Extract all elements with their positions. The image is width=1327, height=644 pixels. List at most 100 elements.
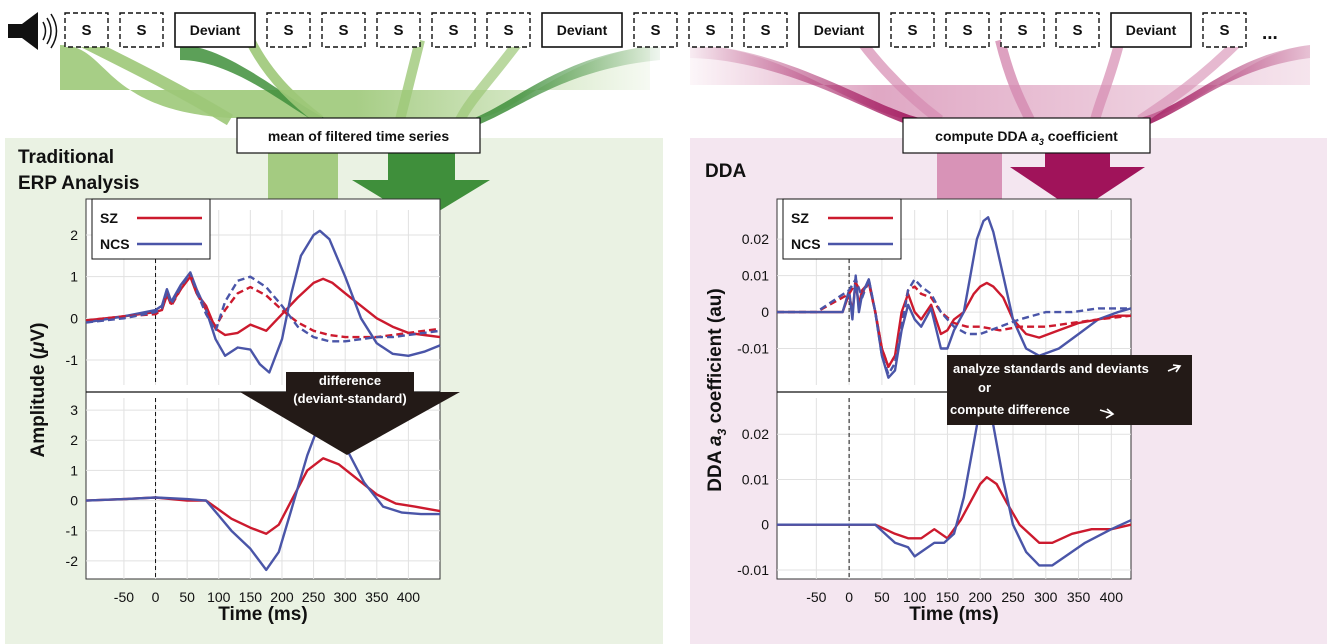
deviant-stimulus [1110, 12, 1192, 48]
legend-box [91, 198, 211, 260]
bottom-y-tick-label: 2 [70, 432, 78, 448]
stimulus-label: S [760, 22, 770, 39]
x-tick-label: 350 [1067, 589, 1091, 605]
x-tick-label: 350 [365, 589, 389, 605]
top-y-tick-label: -1 [66, 352, 79, 368]
top-y-tick-label: -0.01 [737, 341, 769, 357]
left-y-axis-label-part-1: Amplitude ( [28, 352, 49, 457]
x-tick-label: 50 [874, 589, 890, 605]
right-y-axis-label: DDA a3 coefficient (au) [705, 288, 729, 491]
deviant-stimulus [798, 12, 880, 48]
stimulus-label: S [393, 22, 403, 39]
bottom-y-tick-label: 0.01 [742, 471, 769, 487]
x-tick-label: 200 [969, 589, 993, 605]
stimulus-label: S [1072, 22, 1082, 39]
bottom-y-tick-label: 0 [70, 493, 78, 509]
x-tick-label: 200 [270, 589, 294, 605]
difference-label-line1: difference [319, 373, 381, 388]
x-tick-label: -50 [806, 589, 826, 605]
left-y-axis-label-mu: μ [28, 341, 49, 354]
flow-shapes [60, 34, 1310, 128]
analyze-line3: compute difference [950, 402, 1070, 417]
bottom-y-tick-label: -2 [66, 553, 79, 569]
dark-green-down-arrow [352, 153, 490, 222]
stimulus-label: S [503, 22, 513, 39]
x-tick-label: -50 [114, 589, 134, 605]
difference-label-box [286, 372, 414, 412]
stimulus-label: S [1219, 22, 1229, 39]
x-tick-label: 150 [239, 589, 263, 605]
standard-stimulus [119, 12, 164, 48]
mean-label-box [236, 117, 481, 154]
x-tick-label: 0 [845, 589, 853, 605]
difference-label-line2: (deviant-standard) [293, 391, 406, 406]
right-y-axis-label-part-1: DDA [705, 446, 726, 492]
analyze-line1: analyze standards and deviants [953, 361, 1149, 376]
traditional-title-line1: Traditional [18, 147, 114, 168]
bottom-y-tick-label: 1 [70, 462, 78, 478]
deviant-stimulus [541, 12, 623, 48]
x-tick-label: 300 [1034, 589, 1058, 605]
dda-label-italic-a: a [1031, 128, 1039, 144]
top-y-tick-label: 0 [70, 310, 78, 326]
stimulus-label: S [962, 22, 972, 39]
standard-stimulus [1202, 12, 1247, 48]
stimulus-label: S [283, 22, 293, 39]
standard-stimulus [486, 12, 531, 48]
top-series-sz-standard [777, 281, 1132, 368]
stimulus-label: Deviant [190, 22, 241, 38]
x-tick-label: 400 [1100, 589, 1124, 605]
stimulus-label: S [81, 22, 91, 39]
top-y-tick-label: 2 [70, 227, 78, 243]
stimulus-label: S [338, 22, 348, 39]
dark-magenta-down-arrow [1010, 153, 1145, 212]
standard-stimulus [743, 12, 788, 48]
top-y-tick-label: 1 [70, 269, 78, 285]
bottom-y-tick-label: -1 [66, 523, 79, 539]
dda-title: DDA [705, 161, 746, 182]
bottom-series-ncs [777, 401, 1132, 567]
dda-label-text: compute DDA a3 coefficient [935, 128, 1118, 147]
dda-label-part-1: compute DDA [935, 128, 1031, 144]
analyze-arrow-icon-1 [1167, 364, 1182, 373]
x-tick-label: 100 [903, 589, 927, 605]
stimulus-label: S [136, 22, 146, 39]
legend-box [782, 198, 902, 260]
sequence-ellipsis: ... [1262, 23, 1278, 44]
standard-stimulus [321, 12, 366, 48]
x-tick-label: 100 [207, 589, 231, 605]
bottom-y-tick-label: -0.01 [737, 562, 769, 578]
right-y-axis-label-italic-a: a [705, 435, 726, 446]
standard-stimulus [64, 12, 109, 48]
legend-label-sz: SZ [100, 210, 118, 226]
legend-label-sz: SZ [791, 210, 809, 226]
top-series-ncs-standard [85, 271, 441, 343]
dda-label-part-4: coefficient [1044, 128, 1118, 144]
right-x-axis-label: Time (ms) [909, 604, 998, 625]
x-tick-label: 0 [152, 589, 160, 605]
stimulus-label: S [1017, 22, 1027, 39]
analyze-arrow-icon-2 [1099, 408, 1115, 419]
top-y-tick-label: 0 [761, 304, 769, 320]
bottom-series-ncs [85, 420, 440, 572]
speaker-icon [8, 12, 58, 50]
x-tick-label: 300 [333, 589, 357, 605]
bottom-y-tick-label: 0 [761, 517, 769, 533]
stimulus-label: S [907, 22, 917, 39]
stimulus-label: Deviant [814, 22, 865, 38]
standard-stimulus [266, 12, 311, 48]
analyze-line2: or [978, 380, 991, 395]
left-y-axis-label: Amplitude (μV) [28, 323, 49, 458]
standard-stimulus [688, 12, 733, 48]
deviant-stimulus [174, 12, 256, 48]
bottom-series-sz [85, 457, 441, 535]
top-series-ncs-deviant [777, 216, 1132, 379]
standard-stimulus [376, 12, 421, 48]
stimulus-label: S [448, 22, 458, 39]
dda-label-box [902, 117, 1151, 154]
top-y-tick-label: 0.02 [742, 231, 769, 247]
standard-stimulus [431, 12, 476, 48]
x-tick-label: 250 [1001, 589, 1025, 605]
left-x-axis-label: Time (ms) [218, 604, 307, 625]
legend-label-ncs: NCS [100, 236, 130, 252]
